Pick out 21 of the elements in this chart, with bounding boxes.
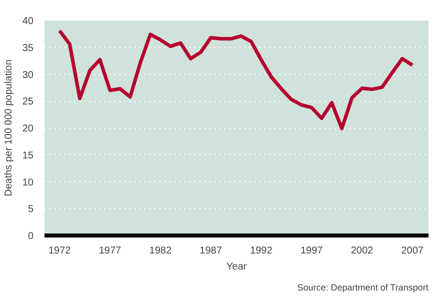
y-tick-label: 20 (22, 124, 34, 134)
x-tick-label: 1977 (98, 246, 122, 256)
y-tick-label: 25 (22, 96, 34, 108)
x-tick-label: 2002 (350, 246, 374, 256)
y-tick-label: 5 (28, 204, 34, 216)
line-series (58, 28, 414, 130)
y-tick-label: 35 (22, 42, 34, 54)
y-tick-label: 15 (22, 150, 34, 162)
x-tick-label: 2007 (401, 246, 424, 256)
x-tick-label: 1997 (300, 246, 324, 256)
y-axis-title: Deaths per 100 000 population (3, 60, 14, 196)
y-tick-label: 30 (22, 70, 34, 81)
x-tick-label: 1987 (200, 246, 222, 256)
source-note: Source: Department of Transport (297, 282, 429, 292)
y-tick-label: 40 (22, 16, 34, 27)
y-tick-label: 0 (28, 231, 34, 242)
x-tick-label: 1972 (48, 246, 72, 256)
x-axis-title: Year (226, 262, 248, 272)
y-tick-label: 10 (22, 177, 34, 188)
x-tick-label: 1992 (250, 246, 273, 256)
x-tick-label: 1982 (149, 246, 172, 256)
